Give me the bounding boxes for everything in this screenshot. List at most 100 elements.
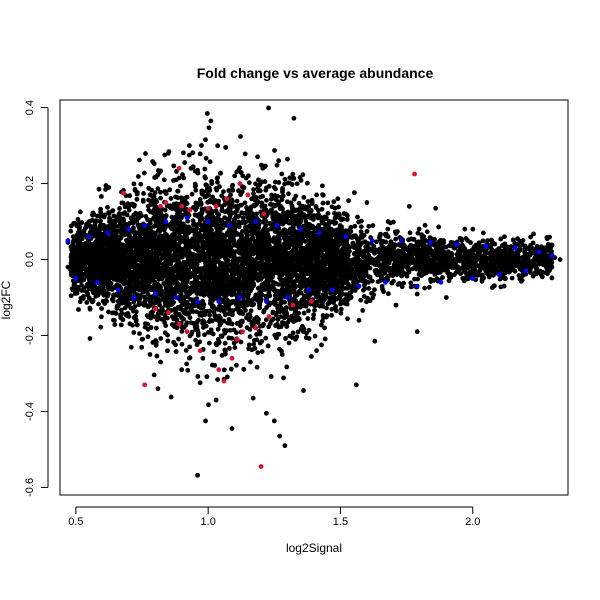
data-point (173, 194, 178, 199)
data-point (152, 373, 157, 378)
data-point (178, 184, 183, 189)
data-point (198, 313, 203, 318)
data-point (305, 181, 310, 186)
data-point (149, 193, 154, 198)
data-point (218, 171, 223, 176)
data-point (246, 173, 251, 178)
data-point (198, 152, 203, 157)
data-point (255, 350, 260, 355)
data-point (138, 182, 143, 187)
data-point (255, 365, 260, 370)
data-point (196, 333, 201, 338)
data-point (326, 211, 331, 216)
data-point (76, 230, 81, 235)
data-point (458, 271, 463, 276)
data-point (165, 348, 170, 353)
x-tick-label: 1.5 (333, 516, 348, 528)
data-point (253, 181, 258, 186)
data-point (184, 348, 189, 353)
data-point (204, 374, 209, 379)
data-point (76, 217, 81, 222)
data-point (485, 238, 490, 243)
data-point (528, 235, 533, 240)
data-point (169, 204, 174, 209)
data-point (266, 106, 271, 111)
data-point (175, 189, 180, 194)
data-point (91, 211, 96, 216)
data-point (141, 191, 146, 196)
data-point (365, 229, 370, 234)
data-point (355, 215, 360, 220)
data-point (112, 322, 117, 327)
data-point (229, 367, 234, 372)
data-point (373, 268, 378, 273)
x-tick-label: 1.0 (201, 516, 216, 528)
data-point (285, 157, 290, 162)
data-point (515, 236, 520, 241)
data-point (76, 307, 81, 312)
data-point (234, 363, 239, 368)
data-point (149, 325, 154, 330)
data-point (279, 172, 284, 177)
y-axis-label: log2FC (0, 280, 13, 319)
data-point (195, 342, 200, 347)
data-point (131, 330, 136, 335)
data-point (266, 344, 271, 349)
data-point (227, 346, 232, 351)
data-point (531, 240, 536, 245)
data-point (247, 343, 252, 348)
data-point (260, 349, 265, 354)
data-point (512, 241, 517, 246)
x-tick-label: 2.0 (465, 516, 480, 528)
data-point (146, 334, 151, 339)
data-point (270, 202, 275, 207)
data-point (79, 283, 84, 288)
data-point (188, 288, 193, 293)
data-point (417, 227, 422, 232)
data-point (185, 368, 190, 373)
data-point (276, 213, 281, 218)
data-point (419, 273, 424, 278)
data-point (69, 293, 74, 298)
data-point (134, 309, 139, 314)
data-point (266, 324, 271, 329)
data-point (319, 343, 324, 348)
data-point (180, 342, 185, 347)
data-point (358, 243, 363, 248)
data-point (346, 198, 351, 203)
data-point (313, 334, 318, 339)
data-point (207, 341, 212, 346)
data-point (174, 349, 179, 354)
data-point (188, 355, 193, 360)
data-point (114, 283, 119, 288)
data-point (341, 217, 346, 222)
data-point (114, 311, 119, 316)
data-point (201, 325, 206, 330)
data-point (325, 200, 330, 205)
data-point (135, 197, 140, 202)
data-point (529, 251, 534, 256)
data-point (321, 201, 326, 206)
data-point (338, 311, 343, 316)
y-tick-label: -0.6 (24, 478, 36, 497)
data-point (193, 188, 198, 193)
data-point (412, 277, 417, 282)
data-point (184, 362, 189, 367)
data-point (339, 307, 344, 312)
data-point (158, 336, 163, 341)
data-point (323, 337, 328, 342)
data-point (183, 198, 188, 203)
data-point (263, 179, 268, 184)
data-point (440, 244, 445, 249)
data-point (304, 335, 309, 340)
data-point (218, 321, 223, 326)
data-point (129, 345, 134, 350)
data-point (238, 192, 243, 197)
data-point (98, 219, 103, 224)
data-point (120, 317, 125, 322)
data-point (193, 338, 198, 343)
data-point (427, 285, 432, 290)
data-point (359, 224, 364, 229)
